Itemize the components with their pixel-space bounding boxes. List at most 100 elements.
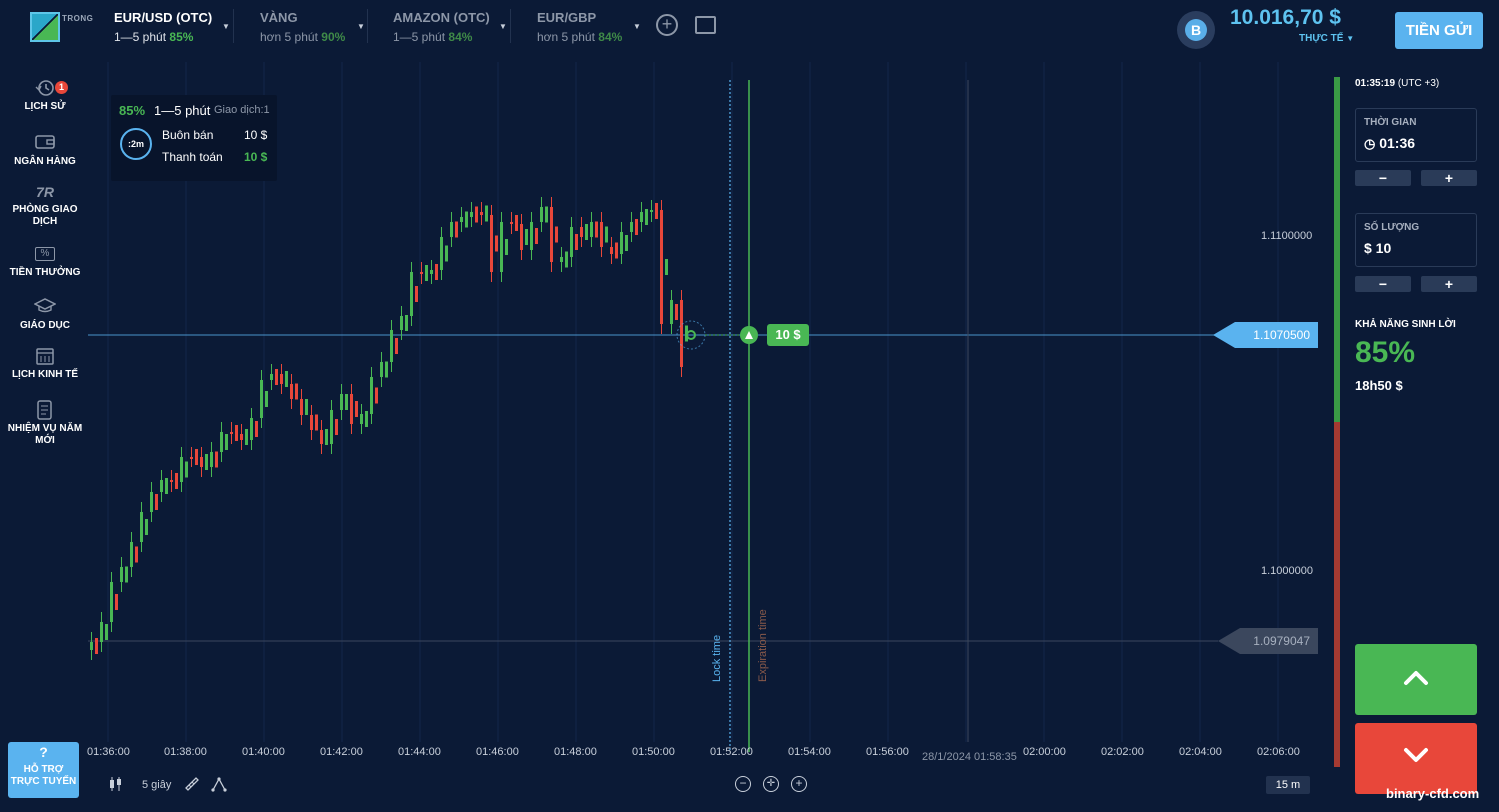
zoom-out-icon[interactable]: − [735, 776, 751, 792]
price-chart[interactable] [88, 62, 1334, 812]
clock-time: 01:35:19 [1355, 78, 1396, 89]
candle [180, 457, 183, 482]
candle [445, 245, 448, 262]
candle [315, 414, 318, 431]
candle [260, 380, 263, 418]
deposit-button[interactable]: TIỀN GỬI [1395, 12, 1483, 49]
asset-duration: 1—5 phút [114, 30, 167, 44]
time-field[interactable]: THỜI GIAN ◷ 01:36 [1355, 108, 1477, 162]
asset-duration: hơn 5 phút [260, 30, 318, 44]
chevron-down-icon[interactable]: ▼ [357, 22, 365, 31]
candle [465, 211, 468, 228]
candle [450, 222, 453, 237]
add-asset-icon[interactable]: + [656, 14, 678, 36]
candle [495, 235, 498, 252]
trade-info-box[interactable]: 85% 1—5 phút Giao dịch:1 :2m Buôn bán 10… [111, 95, 277, 181]
candle [195, 449, 198, 465]
candle [255, 421, 258, 437]
candle [640, 212, 643, 222]
asset-duration: 1—5 phút [393, 30, 446, 44]
sidebar-item-label: LỊCH KINH TẾ [11, 369, 79, 380]
chevron-down-icon: ▼ [1346, 34, 1355, 43]
bonus-icon: % [35, 247, 55, 261]
support-button[interactable]: ? HỖ TRỢ TRỰC TUYẾN [8, 742, 79, 798]
sidebar-item-history[interactable]: LỊCH SỬ 1 [0, 79, 90, 113]
asset-tab-gold[interactable]: VÀNG hơn 5 phút 90% ▼ [260, 10, 365, 46]
candle [410, 272, 413, 316]
candle [210, 452, 213, 467]
candle [290, 384, 293, 399]
chevron-down-icon[interactable]: ▼ [222, 22, 230, 31]
candle [165, 478, 168, 494]
amount-decrease-button[interactable]: − [1355, 276, 1411, 292]
asset-name: EUR/USD (OTC) [114, 10, 213, 25]
asset-tab-eurusd[interactable]: EUR/USD (OTC) 1—5 phút 85% ▼ [114, 10, 230, 46]
account-type[interactable]: THỰC TẾ ▼ [1299, 33, 1354, 44]
trade-payout: 85% [119, 103, 146, 118]
candle [455, 221, 458, 238]
timeframe-button[interactable]: 15 m [1266, 776, 1310, 794]
divider [367, 9, 368, 43]
avatar[interactable]: B [1177, 11, 1215, 49]
candle [490, 215, 493, 272]
layout-icon[interactable] [695, 16, 716, 34]
logo-icon[interactable] [30, 12, 60, 42]
candlestick-icon[interactable] [108, 776, 124, 795]
candle [660, 210, 663, 324]
sidebar: LỊCH SỬ 1 NGÂN HÀNG 7R PHÒNG GIAO DỊCH %… [0, 62, 88, 812]
candle [335, 419, 338, 435]
sidebar-item-label: TIỀN THƯỞNG [9, 267, 81, 278]
time-axis-label: 01:42:00 [320, 746, 363, 758]
time-decrease-button[interactable]: − [1355, 170, 1411, 186]
candle [350, 394, 353, 424]
chevron-down-icon[interactable]: ▼ [499, 22, 507, 31]
sidebar-item-trading-room[interactable]: 7R PHÒNG GIAO DỊCH [0, 182, 90, 228]
sidebar-item-new-year-quest[interactable]: NHIỆM VỤ NĂM MỚI [0, 399, 90, 447]
amount-field[interactable]: SỐ LƯỢNG $ 10 [1355, 213, 1477, 267]
candle [520, 224, 523, 250]
sidebar-item-bonus[interactable]: % TIỀN THƯỞNG [0, 247, 90, 279]
candle [480, 212, 483, 215]
account-balance[interactable]: 10.016,70 $ [1230, 6, 1341, 29]
drawing-tool-icon[interactable] [211, 776, 227, 795]
axis-price-label: 1.1100000 [1261, 230, 1313, 242]
call-up-button[interactable] [1355, 644, 1477, 715]
candle [265, 391, 268, 407]
candle [120, 567, 123, 582]
time-axis-label: 01:38:00 [164, 746, 207, 758]
chart-canvas[interactable] [88, 62, 1334, 812]
candle [365, 411, 368, 427]
candle [150, 492, 153, 512]
candle-interval[interactable]: 5 giây [142, 779, 172, 791]
candle [610, 247, 613, 254]
time-value-text: 01:36 [1379, 135, 1416, 151]
asset-duration: hơn 5 phút [537, 30, 595, 44]
asset-tab-amazon[interactable]: AMAZON (OTC) 1—5 phút 84% ▼ [393, 10, 507, 46]
avatar-letter: B [1185, 19, 1207, 41]
chevron-down-icon[interactable]: ▼ [633, 22, 641, 31]
sidebar-item-bank[interactable]: NGÂN HÀNG [0, 134, 90, 168]
candle [435, 264, 438, 280]
notification-badge: 1 [55, 81, 68, 94]
put-down-button[interactable] [1355, 723, 1477, 794]
sidebar-item-label: LỊCH SỬ [24, 101, 66, 112]
candle [215, 451, 218, 468]
trade-buy-label: Buôn bán [162, 128, 214, 142]
ruler-icon[interactable] [184, 776, 200, 795]
bet-amount-tag[interactable]: 10 $ [767, 324, 809, 346]
amount-value: $ 10 [1364, 240, 1392, 256]
fit-chart-icon[interactable]: ✛ [763, 776, 779, 792]
sidebar-item-label: NGÂN HÀNG [14, 156, 76, 167]
sidebar-item-education[interactable]: GIÁO DỤC [0, 298, 90, 332]
logo-text: TRONG [62, 14, 94, 23]
time-caption: THỜI GIAN [1364, 117, 1417, 128]
zoom-in-icon[interactable]: + [791, 776, 807, 792]
chevron-up-icon [1404, 671, 1428, 685]
time-axis-label: 01:46:00 [476, 746, 519, 758]
asset-tab-eurgbp[interactable]: EUR/GBP hơn 5 phút 84% ▼ [537, 10, 641, 46]
amount-increase-button[interactable]: + [1421, 276, 1477, 292]
candle [285, 371, 288, 387]
sidebar-item-economic-calendar[interactable]: LỊCH KINH TẾ [0, 347, 90, 381]
candle [620, 232, 623, 254]
time-increase-button[interactable]: + [1421, 170, 1477, 186]
